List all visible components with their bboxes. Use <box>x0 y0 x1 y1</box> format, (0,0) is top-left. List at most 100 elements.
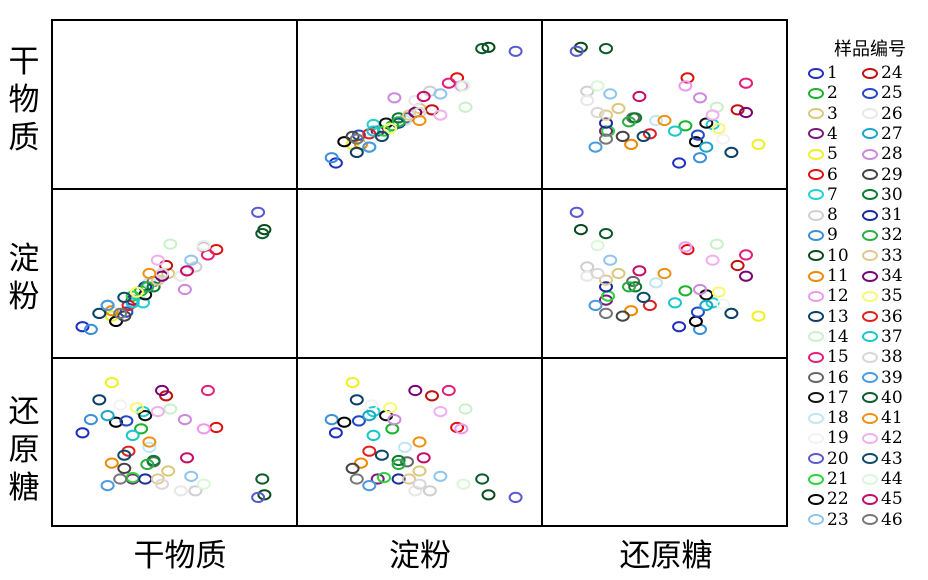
legend-label: 42 <box>881 428 903 449</box>
point-sample-28-r3c2 <box>387 414 402 426</box>
legend-marker-icon <box>808 270 824 282</box>
point-sample-1-r1c3 <box>672 157 687 169</box>
point-sample-22-r1c3 <box>688 136 703 148</box>
panel-r2-c2 <box>296 188 543 359</box>
legend-item-46: 46 <box>862 510 903 530</box>
legend-item-11: 11 <box>808 266 849 286</box>
point-sample-32-r3c1 <box>140 458 155 470</box>
legend-label: 26 <box>881 103 903 124</box>
legend-item-10: 10 <box>808 246 849 266</box>
legend-item-45: 45 <box>862 489 903 509</box>
legend-label: 9 <box>827 225 838 246</box>
point-sample-25-r1c3 <box>690 129 705 141</box>
legend-item-16: 16 <box>808 368 849 388</box>
legend-item-30: 30 <box>862 185 903 205</box>
point-sample-1-r3c1 <box>75 427 90 439</box>
legend-marker-icon <box>808 128 824 140</box>
point-sample-10-r2c3 <box>573 224 588 236</box>
point-sample-19-r2c3 <box>716 298 730 310</box>
legend-label: 43 <box>881 448 903 469</box>
point-sample-22-r3c1 <box>109 416 123 428</box>
point-sample-18-r3c1 <box>142 441 157 453</box>
point-sample-44-r1c2 <box>456 80 471 92</box>
legend-label: 18 <box>827 408 849 429</box>
legend-label: 12 <box>827 286 849 307</box>
point-sample-39-r2c3 <box>588 299 603 311</box>
point-sample-44-r2c1 <box>196 240 211 252</box>
point-sample-25-r3c2 <box>351 415 366 427</box>
point-sample-46-r3c1 <box>113 473 128 485</box>
point-sample-26-r3c1 <box>173 485 188 497</box>
legend-label: 29 <box>881 164 903 185</box>
legend-label: 1 <box>827 63 838 83</box>
point-sample-42-r2c1 <box>150 254 165 266</box>
point-sample-15-r3c2 <box>441 384 456 397</box>
point-sample-13-r2c1 <box>92 307 107 319</box>
point-sample-31-r3c1 <box>138 473 153 485</box>
point-sample-9-r1c2 <box>324 152 339 164</box>
point-sample-46-r1c2 <box>349 133 364 145</box>
legend-marker-icon <box>862 372 878 383</box>
point-sample-29-r1c3 <box>615 130 630 142</box>
legend-marker-icon <box>862 209 878 221</box>
legend-marker-icon <box>862 189 878 201</box>
point-sample-14-r2c3 <box>709 238 724 250</box>
point-sample-34-r3c1 <box>155 384 169 397</box>
legend-label: 17 <box>827 387 849 408</box>
point-sample-42-r3c2 <box>433 406 448 418</box>
point-sample-32-r1c2 <box>391 116 406 128</box>
point-sample-29-r2c1 <box>117 310 132 322</box>
point-sample-13-r3c1 <box>92 394 107 406</box>
point-sample-23-r2c3 <box>603 254 618 266</box>
legend-marker-icon <box>808 87 824 99</box>
point-sample-17-r3c1 <box>138 410 153 422</box>
point-sample-38-r1c2 <box>412 106 427 119</box>
legend-item-12: 12 <box>808 286 849 306</box>
legend-marker-icon <box>862 108 878 120</box>
point-sample-38-r1c3 <box>590 106 605 119</box>
point-sample-32-r2c3 <box>622 281 636 293</box>
point-sample-43-r2c1 <box>117 291 132 303</box>
legend-label: 36 <box>881 306 903 327</box>
legend-marker-icon <box>808 331 824 343</box>
point-sample-41-r2c3 <box>657 267 672 280</box>
legend-item-9: 9 <box>808 225 838 245</box>
legend-label: 32 <box>881 225 903 246</box>
legend-item-3: 3 <box>808 104 838 124</box>
point-sample-41-r1c2 <box>412 114 427 127</box>
point-sample-40-r3c1 <box>255 473 270 485</box>
point-sample-18-r3c2 <box>397 441 412 453</box>
legend-item-2: 2 <box>808 83 838 103</box>
legend-item-18: 18 <box>808 408 849 428</box>
point-sample-20-r1c2 <box>508 45 523 57</box>
point-sample-15-r1c3 <box>739 77 753 89</box>
legend-marker-icon <box>808 351 824 363</box>
point-sample-39-r1c2 <box>362 141 377 153</box>
legend-marker-icon <box>808 229 824 241</box>
point-sample-40-r2c1 <box>255 228 270 240</box>
legend-marker-icon <box>862 67 878 79</box>
point-sample-15-r1c2 <box>441 77 456 89</box>
point-sample-6-r3c1 <box>209 421 224 434</box>
point-sample-15-r2c1 <box>200 249 215 261</box>
legend-marker-icon <box>808 67 824 79</box>
point-sample-33-r3c2 <box>402 473 417 485</box>
point-sample-23-r2c1 <box>184 254 199 266</box>
point-sample-31-r2c3 <box>599 281 613 293</box>
legend-marker-icon <box>808 453 824 465</box>
point-sample-19-r3c1 <box>113 399 128 411</box>
legend-item-43: 43 <box>862 449 903 469</box>
legend-item-31: 31 <box>862 205 903 225</box>
legend-marker-icon <box>808 432 824 444</box>
legend-item-39: 39 <box>862 368 903 388</box>
legend-item-34: 34 <box>862 266 903 286</box>
panel-r3-c3 <box>541 357 788 527</box>
point-sample-34-r2c3 <box>739 270 753 282</box>
point-sample-20-r3c1 <box>251 491 266 503</box>
point-sample-32-r2c1 <box>140 281 155 293</box>
point-sample-5-r3c2 <box>345 377 360 389</box>
point-sample-43-r1c3 <box>636 130 651 142</box>
point-sample-12-r1c3 <box>678 80 693 92</box>
legend-item-5: 5 <box>808 144 838 164</box>
point-sample-15-r2c3 <box>739 249 753 261</box>
